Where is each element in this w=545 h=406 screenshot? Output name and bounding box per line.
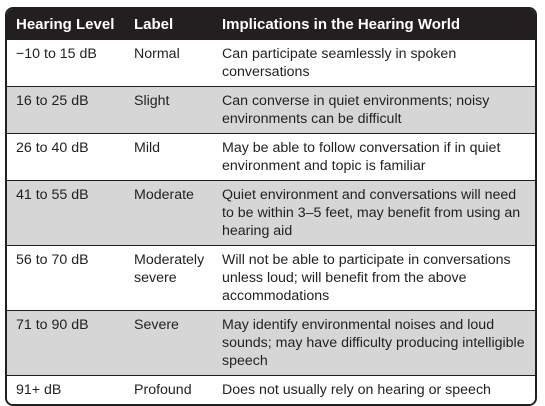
table-body: −10 to 15 dB Normal Can participate seam… [7, 39, 535, 404]
cell-implications: Will not be able to participate in conve… [213, 245, 535, 311]
cell-label: Moderate [125, 180, 213, 246]
hearing-level-table: Hearing Level Label Implications in the … [5, 7, 537, 406]
cell-hearing-level: 56 to 70 dB [7, 245, 125, 311]
cell-label: Mild [125, 133, 213, 181]
cell-label: Moderately severe [125, 245, 213, 311]
table-row: 26 to 40 dB Mild May be able to follow c… [7, 133, 535, 181]
cell-hearing-level: 41 to 55 dB [7, 180, 125, 246]
cell-label: Severe [125, 310, 213, 376]
table-row: 91+ dB Profound Does not usually rely on… [7, 375, 535, 404]
cell-hearing-level: 91+ dB [7, 375, 125, 404]
cell-implications: May be able to follow conversation if in… [213, 133, 535, 181]
hearing-table: Hearing Level Label Implications in the … [7, 9, 535, 404]
cell-implications: Can participate seamlessly in spoken con… [213, 39, 535, 87]
cell-implications: May identify environmental noises and lo… [213, 310, 535, 376]
cell-hearing-level: 16 to 25 dB [7, 86, 125, 134]
table-row: −10 to 15 dB Normal Can participate seam… [7, 39, 535, 87]
cell-implications: Can converse in quiet environments; nois… [213, 86, 535, 134]
table-row: 71 to 90 dB Severe May identify environm… [7, 310, 535, 376]
header-hearing-level: Hearing Level [7, 9, 125, 40]
table-row: 41 to 55 dB Moderate Quiet environment a… [7, 180, 535, 246]
table-header: Hearing Level Label Implications in the … [7, 9, 535, 40]
cell-hearing-level: 71 to 90 dB [7, 310, 125, 376]
header-label: Label [125, 9, 213, 40]
cell-label: Profound [125, 375, 213, 404]
table-row: 56 to 70 dB Moderately severe Will not b… [7, 245, 535, 311]
cell-label: Slight [125, 86, 213, 134]
table-row: 16 to 25 dB Slight Can converse in quiet… [7, 86, 535, 134]
cell-implications: Does not usually rely on hearing or spee… [213, 375, 535, 404]
cell-hearing-level: 26 to 40 dB [7, 133, 125, 181]
header-row: Hearing Level Label Implications in the … [7, 9, 535, 40]
cell-label: Normal [125, 39, 213, 87]
cell-implications: Quiet environment and conversations will… [213, 180, 535, 246]
header-implications: Implications in the Hearing World [213, 9, 535, 40]
cell-hearing-level: −10 to 15 dB [7, 39, 125, 87]
